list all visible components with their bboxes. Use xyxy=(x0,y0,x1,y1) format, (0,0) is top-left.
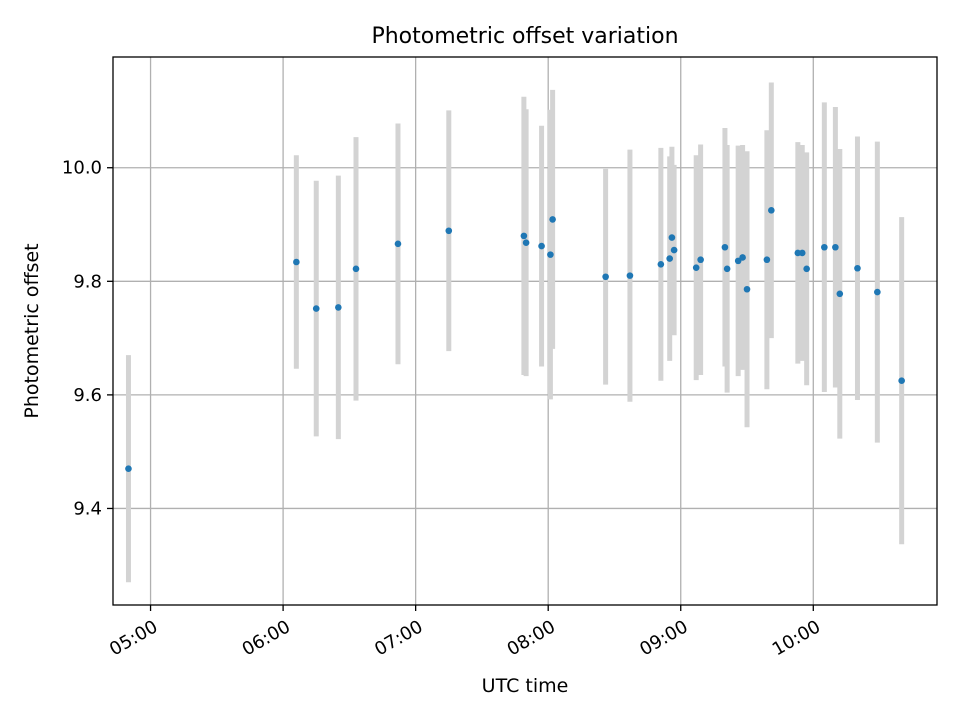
axis-ticks: 05:00 06:00 07:00 08:00 09:00 10:00 9.4 9.6 9.8 1… xyxy=(62,158,824,661)
data-point xyxy=(602,273,609,281)
data-point xyxy=(798,249,806,257)
error-bars xyxy=(125,82,905,583)
data-point xyxy=(874,288,881,296)
data-point xyxy=(723,265,731,273)
data-points xyxy=(125,207,905,473)
data-point xyxy=(626,272,634,279)
data-point xyxy=(666,255,673,262)
data-point xyxy=(803,265,810,273)
y-tick-label: 9.6 xyxy=(73,385,102,406)
x-tick-label: 10:00 xyxy=(769,616,824,660)
data-point xyxy=(763,256,771,264)
data-point xyxy=(668,234,676,241)
data-point xyxy=(721,243,729,251)
data-point xyxy=(394,240,402,248)
data-point xyxy=(445,227,453,235)
data-point xyxy=(692,264,700,271)
data-point xyxy=(522,239,530,246)
y-axis-label: Photometric offset xyxy=(21,243,43,418)
data-point xyxy=(125,465,132,473)
data-point xyxy=(520,232,528,240)
data-point xyxy=(335,304,342,311)
data-point xyxy=(549,216,556,223)
data-point xyxy=(293,258,300,266)
x-tick-label: 09:00 xyxy=(636,616,691,660)
data-point xyxy=(898,377,905,384)
data-point xyxy=(739,254,746,261)
x-tick-label: 05:00 xyxy=(106,616,161,660)
data-point xyxy=(697,256,704,264)
data-point xyxy=(538,242,545,250)
data-point xyxy=(854,264,861,272)
data-point xyxy=(836,290,844,298)
x-tick-label: 07:00 xyxy=(371,616,426,660)
y-tick-label: 10.0 xyxy=(62,158,102,179)
data-point xyxy=(352,265,360,273)
data-point xyxy=(657,260,665,268)
plot-frame xyxy=(112,56,938,606)
y-tick-label: 9.4 xyxy=(73,498,102,519)
data-point xyxy=(768,207,775,214)
data-point xyxy=(743,285,751,293)
data-point xyxy=(547,251,554,258)
data-point xyxy=(821,243,828,251)
data-point xyxy=(670,246,678,254)
chart-title: Photometric offset variation xyxy=(371,24,678,49)
x-axis-label: UTC time xyxy=(482,675,569,697)
x-tick-label: 06:00 xyxy=(239,616,294,660)
y-tick-label: 9.8 xyxy=(73,271,102,292)
data-point xyxy=(312,305,320,312)
data-point xyxy=(832,243,839,251)
x-tick-label: 08:00 xyxy=(504,616,559,660)
